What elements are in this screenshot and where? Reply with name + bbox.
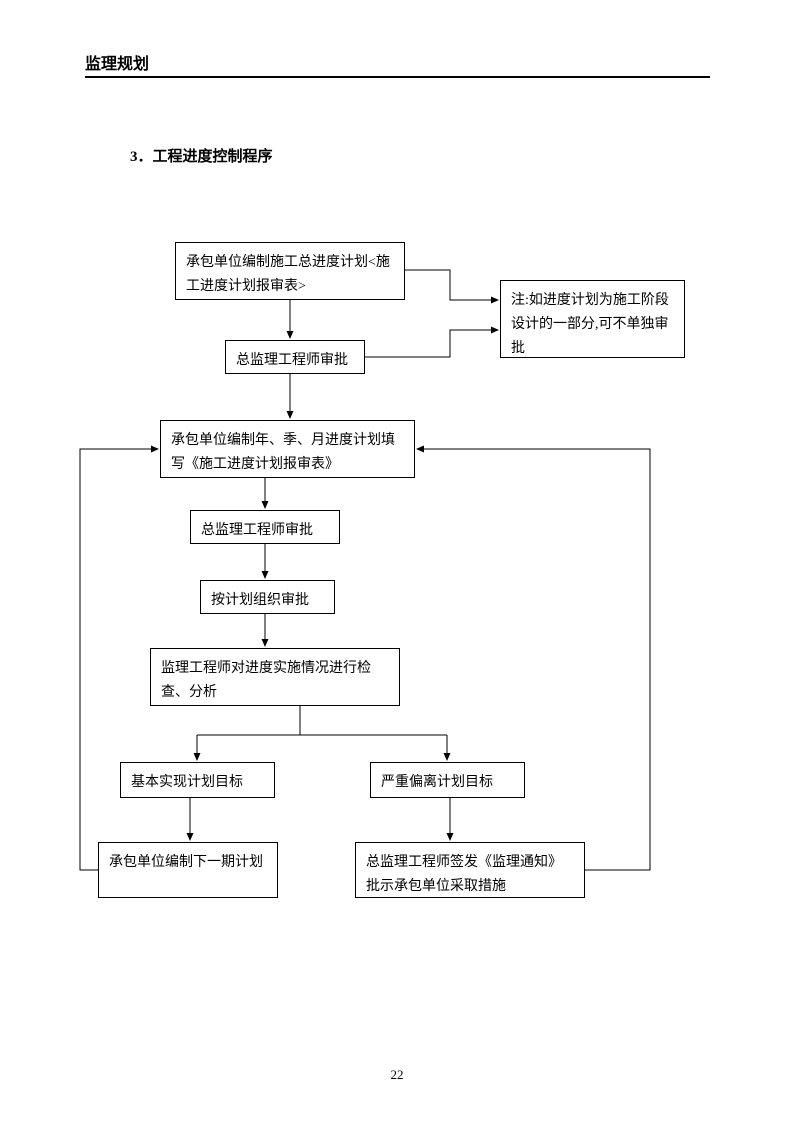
header-underline	[85, 76, 710, 78]
flowchart-arrows	[0, 0, 794, 1123]
node-n8: 严重偏离计划目标	[370, 762, 525, 798]
node-n2: 总监理工程师审批	[225, 340, 365, 374]
node-n4: 总监理工程师审批	[190, 510, 340, 544]
node-n5: 按计划组织审批	[200, 580, 335, 614]
node-n7: 基本实现计划目标	[120, 762, 275, 798]
node-n3: 承包单位编制年、季、月进度计划填写《施工进度计划报审表》	[160, 420, 415, 478]
node-n9: 承包单位编制下一期计划	[98, 842, 278, 898]
node-n1: 承包单位编制施工总进度计划<施工进度计划报审表>	[175, 242, 405, 300]
page-header: 监理规划	[85, 50, 149, 74]
node-n10: 总监理工程师签发《监理通知》批示承包单位采取措施	[355, 842, 585, 898]
section-title: 3．工程进度控制程序	[130, 145, 273, 166]
node-note: 注:如进度计划为施工阶段设计的一部分,可不单独审批	[500, 280, 685, 358]
node-n6: 监理工程师对进度实施情况进行检查、分析	[150, 648, 400, 706]
page-number: 22	[0, 1067, 794, 1083]
